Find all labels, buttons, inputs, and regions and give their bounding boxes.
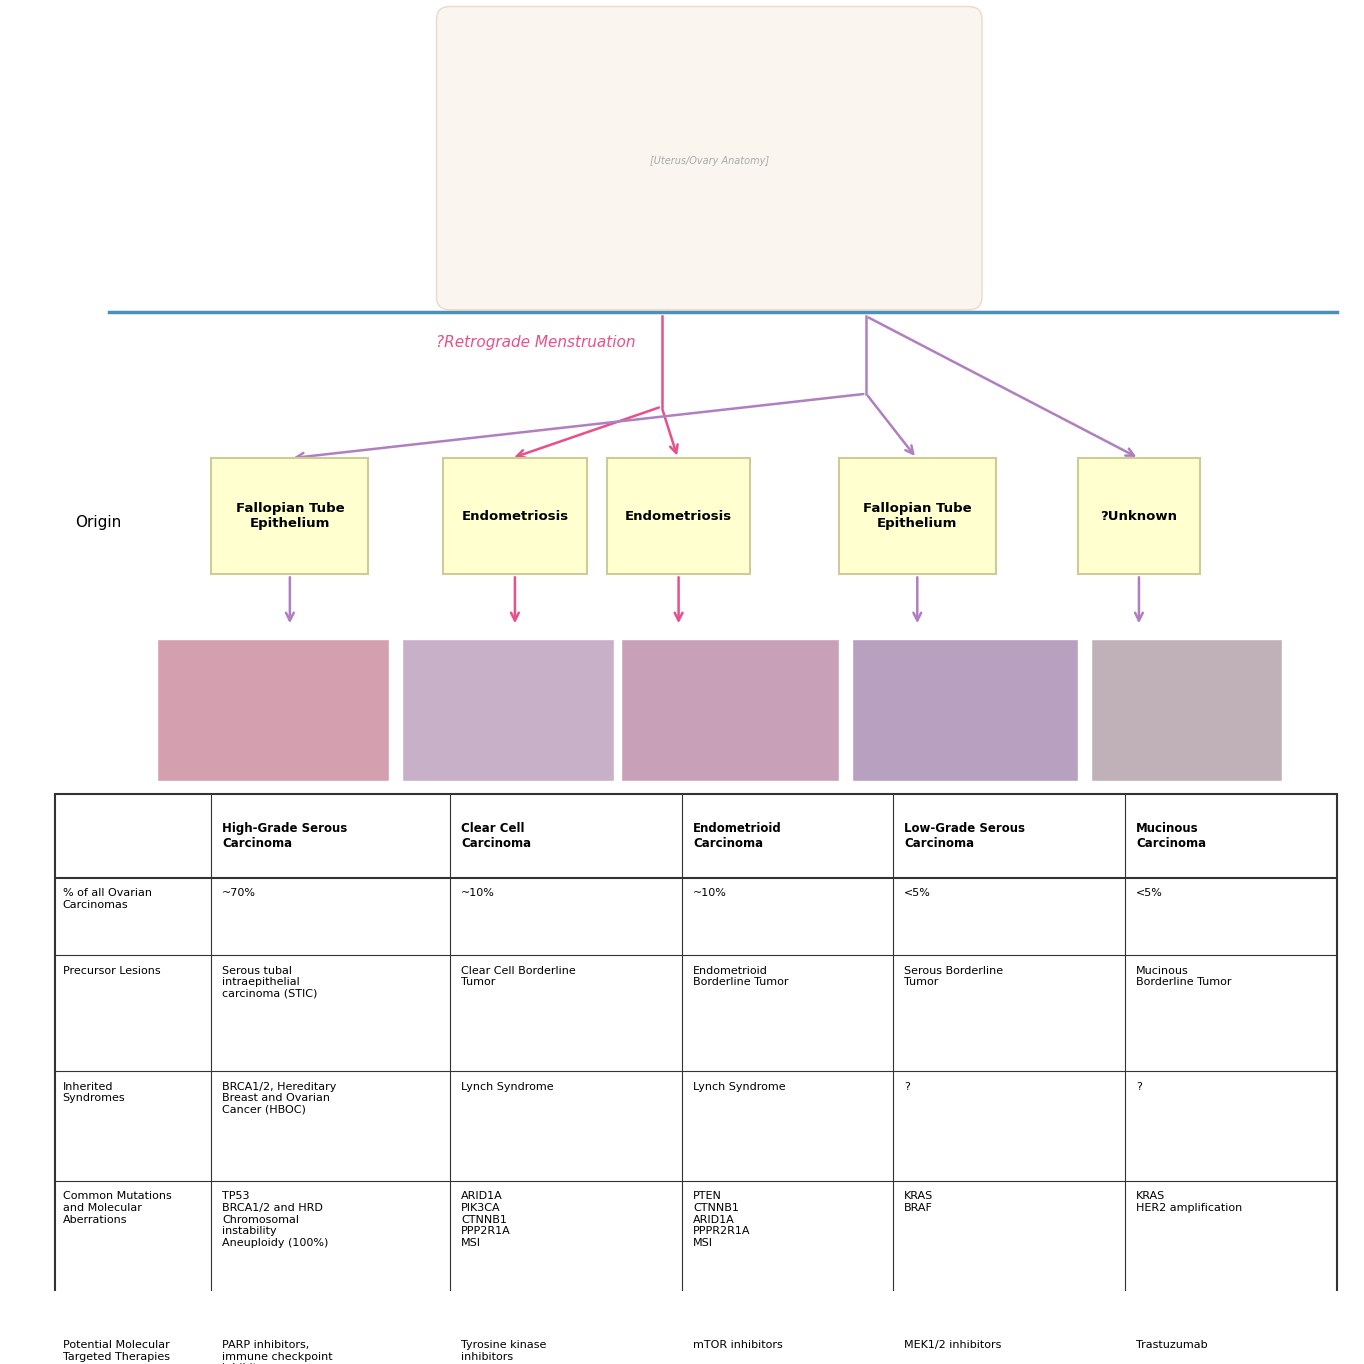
Text: Mucinous
Borderline Tumor: Mucinous Borderline Tumor	[1136, 966, 1232, 988]
Bar	[55, 794, 1337, 1364]
Text: Endometrioid
Carcinoma: Endometrioid Carcinoma	[693, 822, 782, 850]
Bar	[852, 638, 1078, 782]
Text: Mucinous
Carcinoma: Mucinous Carcinoma	[1136, 822, 1206, 850]
Text: ~10%: ~10%	[461, 888, 495, 898]
Text: Precursor Lesions: Precursor Lesions	[63, 966, 161, 975]
Text: Fallopian Tube
Epithelium: Fallopian Tube Epithelium	[236, 502, 344, 531]
Bar	[1091, 638, 1282, 782]
Text: % of all Ovarian
Carcinomas: % of all Ovarian Carcinomas	[63, 888, 151, 910]
Text: BRCA1/2, Hereditary
Breast and Ovarian
Cancer (HBOC): BRCA1/2, Hereditary Breast and Ovarian C…	[222, 1082, 337, 1114]
Text: Endometrioid
Borderline Tumor: Endometrioid Borderline Tumor	[693, 966, 788, 988]
Text: ~70%: ~70%	[222, 888, 256, 898]
Text: Lynch Syndrome: Lynch Syndrome	[461, 1082, 554, 1091]
Text: Inherited
Syndromes: Inherited Syndromes	[63, 1082, 125, 1103]
Text: ?: ?	[904, 1082, 910, 1091]
Text: Tyrosine kinase
inhibitors: Tyrosine kinase inhibitors	[461, 1339, 547, 1361]
Text: ~10%: ~10%	[693, 888, 727, 898]
FancyBboxPatch shape	[443, 458, 587, 574]
Text: Trastuzumab: Trastuzumab	[1136, 1339, 1209, 1350]
Text: Common Mutations
and Molecular
Aberrations: Common Mutations and Molecular Aberratio…	[63, 1192, 172, 1225]
Bar	[402, 638, 614, 782]
Text: <5%: <5%	[1136, 888, 1163, 898]
Text: TP53
BRCA1/2 and HRD
Chromosomal
instability
Aneuploidy (100%): TP53 BRCA1/2 and HRD Chromosomal instabi…	[222, 1192, 329, 1248]
Text: ?Unknown: ?Unknown	[1101, 510, 1177, 522]
Text: MEK1/2 inhibitors: MEK1/2 inhibitors	[904, 1339, 1001, 1350]
Bar	[621, 638, 839, 782]
Text: High-Grade Serous
Carcinoma: High-Grade Serous Carcinoma	[222, 822, 348, 850]
Bar	[157, 638, 389, 782]
Text: Lynch Syndrome: Lynch Syndrome	[693, 1082, 786, 1091]
Text: PARP inhibitors,
immune checkpoint
inhibitors: PARP inhibitors, immune checkpoint inhib…	[222, 1339, 333, 1364]
Text: PTEN
CTNNB1
ARID1A
PPPR2R1A
MSI: PTEN CTNNB1 ARID1A PPPR2R1A MSI	[693, 1192, 750, 1248]
Text: Low-Grade Serous
Carcinoma: Low-Grade Serous Carcinoma	[904, 822, 1026, 850]
Text: ?: ?	[1136, 1082, 1142, 1091]
Text: Endometriosis: Endometriosis	[461, 510, 569, 522]
Text: <5%: <5%	[904, 888, 932, 898]
Text: mTOR inhibitors: mTOR inhibitors	[693, 1339, 783, 1350]
Text: Serous tubal
intraepithelial
carcinoma (STIC): Serous tubal intraepithelial carcinoma (…	[222, 966, 318, 998]
Text: Origin: Origin	[75, 516, 121, 531]
Text: Endometriosis: Endometriosis	[625, 510, 732, 522]
FancyBboxPatch shape	[607, 458, 750, 574]
FancyBboxPatch shape	[1078, 458, 1200, 574]
Text: KRAS
HER2 amplification: KRAS HER2 amplification	[1136, 1192, 1243, 1213]
Text: Clear Cell Borderline
Tumor: Clear Cell Borderline Tumor	[461, 966, 576, 988]
Text: Serous Borderline
Tumor: Serous Borderline Tumor	[904, 966, 1004, 988]
Text: [Uterus/Ovary Anatomy]: [Uterus/Ovary Anatomy]	[649, 157, 769, 166]
FancyBboxPatch shape	[436, 7, 982, 310]
Text: ?Retrograde Menstruation: ?Retrograde Menstruation	[436, 334, 636, 349]
Text: KRAS
BRAF: KRAS BRAF	[904, 1192, 933, 1213]
Text: Fallopian Tube
Epithelium: Fallopian Tube Epithelium	[863, 502, 971, 531]
Text: ARID1A
PIK3CA
CTNNB1
PPP2R1A
MSI: ARID1A PIK3CA CTNNB1 PPP2R1A MSI	[461, 1192, 510, 1248]
FancyBboxPatch shape	[211, 458, 368, 574]
Text: Potential Molecular
Targeted Therapies: Potential Molecular Targeted Therapies	[63, 1339, 169, 1361]
Text: Clear Cell
Carcinoma: Clear Cell Carcinoma	[461, 822, 531, 850]
FancyBboxPatch shape	[839, 458, 996, 574]
